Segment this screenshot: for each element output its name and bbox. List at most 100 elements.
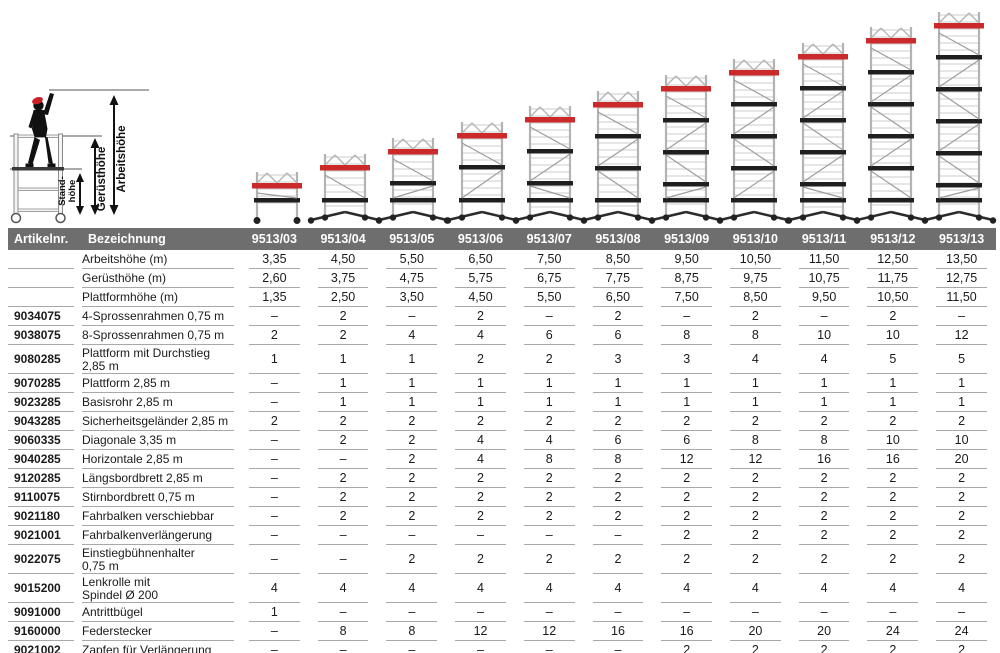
value-cell: 2 — [377, 469, 446, 488]
value-cell: – — [721, 603, 790, 622]
value-cell: 1 — [377, 374, 446, 393]
artikelnr-cell: 9021002 — [8, 641, 82, 653]
value-cell: 4 — [446, 431, 515, 450]
col-header-model: 9513/07 — [514, 228, 584, 250]
value-cell: 2 — [652, 545, 721, 574]
value-cell: 2 — [858, 307, 927, 326]
value-cell: 2 — [927, 469, 996, 488]
arbeitshoehe-arrow — [109, 95, 119, 215]
bezeichnung-cell: Lenkrolle mit Spindel Ø 200 — [82, 574, 240, 603]
castor-wheel — [10, 212, 22, 224]
value-cell: 2 — [446, 545, 515, 574]
value-cell: – — [377, 603, 446, 622]
value-cell: 20 — [790, 622, 859, 641]
product-image-strip: Arbeitshöhe Gerüsthöhe Stand- höhe — [0, 0, 1000, 226]
value-cell: 8,50 — [584, 250, 653, 269]
value-cell: 1 — [584, 374, 653, 393]
value-cell: 4 — [240, 574, 309, 603]
table-row: 9034075 4-Sprossenrahmen 0,75 m –2–2–2–2–2… — [8, 307, 996, 326]
scaffold-rail — [13, 133, 19, 215]
value-cell: 2 — [858, 488, 927, 507]
value-cell: 4 — [377, 574, 446, 603]
value-cell: 8 — [309, 622, 378, 641]
bezeichnung-cell: Arbeitshöhe (m) — [82, 250, 240, 269]
scaffold-tower-image-9513-05 — [376, 138, 451, 224]
value-cell: 2 — [721, 412, 790, 431]
col-header-model: 9513/04 — [308, 228, 378, 250]
value-cell: – — [858, 603, 927, 622]
value-cell: 2 — [377, 450, 446, 469]
value-cell: 2 — [446, 412, 515, 431]
col-header-bezeichnung: Bezeichnung — [82, 228, 240, 250]
value-cell: 10 — [790, 326, 859, 345]
value-cell: 11,75 — [858, 269, 927, 288]
table-row: 9110075 Stirnbordbrett 0,75 m –2 2 2 2 2 2 2 2 2 2 — [8, 488, 996, 507]
value-cell: 12,75 — [927, 269, 996, 288]
artikelnr-cell: 9038075 — [8, 326, 82, 345]
bezeichnung-cell: Plattform mit Durchstieg 2,85 m — [82, 345, 240, 374]
value-cell: 2 — [652, 641, 721, 653]
value-cell: 2 — [790, 412, 859, 431]
value-cell: 4 — [446, 574, 515, 603]
artikelnr-cell: 9022075 — [8, 545, 82, 574]
value-cell: 2 — [721, 307, 790, 326]
col-header-model: 9513/05 — [377, 228, 447, 250]
bezeichnung-cell: Basisrohr 2,85 m — [82, 393, 240, 412]
table-row: 9021002 Zapfen für Verlängerung – – – – – –2 2 2 2… — [8, 641, 996, 653]
artikelnr-cell — [8, 269, 82, 288]
value-cell: 2 — [858, 641, 927, 653]
value-cell: 2 — [721, 488, 790, 507]
value-cell: – — [240, 622, 309, 641]
artikelnr-cell: 9023285 — [8, 393, 82, 412]
value-cell: 1 — [377, 345, 446, 374]
value-cell: – — [377, 307, 446, 326]
value-cell: – — [790, 307, 859, 326]
scaffold-tower-image-9513-11 — [785, 43, 860, 224]
value-cell: – — [515, 603, 584, 622]
value-cell: – — [240, 431, 309, 450]
artikelnr-cell: 9120285 — [8, 469, 82, 488]
value-cell: 16 — [790, 450, 859, 469]
value-cell: 2 — [790, 545, 859, 574]
value-cell: – — [240, 307, 309, 326]
table-row: 9070285 Plattform 2,85 m –1 1 1 1 1 1 1 1 1 1 — [8, 374, 996, 393]
value-cell: 1 — [584, 393, 653, 412]
value-cell: 1 — [240, 603, 309, 622]
bezeichnung-cell: Federstecker — [82, 622, 240, 641]
value-cell: – — [240, 507, 309, 526]
value-cell: 4 — [721, 574, 790, 603]
standhoehe-arrow — [76, 173, 84, 215]
table-row: 9022075 Einstiegbühnenhalter 0,75 m – –2 2 2 2… — [8, 545, 996, 574]
value-cell: 8 — [721, 326, 790, 345]
value-cell: 16 — [858, 450, 927, 469]
value-cell: 2 — [858, 526, 927, 545]
value-cell: – — [790, 603, 859, 622]
value-cell: 3 — [652, 345, 721, 374]
value-cell: 1 — [858, 393, 927, 412]
red-hardhat — [32, 97, 43, 105]
value-cell: 5,50 — [515, 288, 584, 307]
artikelnr-cell: 9015200 — [8, 574, 82, 603]
value-cell: – — [309, 641, 378, 653]
value-cell: 2 — [858, 412, 927, 431]
value-cell: 9,50 — [652, 250, 721, 269]
value-cell: 6,50 — [584, 288, 653, 307]
value-cell: 1 — [790, 393, 859, 412]
value-cell: 2 — [377, 412, 446, 431]
artikelnr-cell — [8, 288, 82, 307]
value-cell: 12 — [652, 450, 721, 469]
bezeichnung-cell: Gerüsthöhe (m) — [82, 269, 240, 288]
value-cell: 2 — [515, 412, 584, 431]
value-cell: 2 — [652, 488, 721, 507]
table-row: 9160000 Federstecker –8 8 12 12 16 16 20 20 24 24 — [8, 622, 996, 641]
value-cell: 4 — [790, 574, 859, 603]
value-cell: 2 — [584, 507, 653, 526]
value-cell: 2 — [309, 507, 378, 526]
value-cell: – — [446, 526, 515, 545]
table-row: 9023285 Basisrohr 2,85 m –1 1 1 1 1 1 1 1 1 1 — [8, 393, 996, 412]
value-cell: 2 — [652, 526, 721, 545]
value-cell: 3,75 — [309, 269, 378, 288]
value-cell: 6,75 — [515, 269, 584, 288]
value-cell: 7,75 — [584, 269, 653, 288]
